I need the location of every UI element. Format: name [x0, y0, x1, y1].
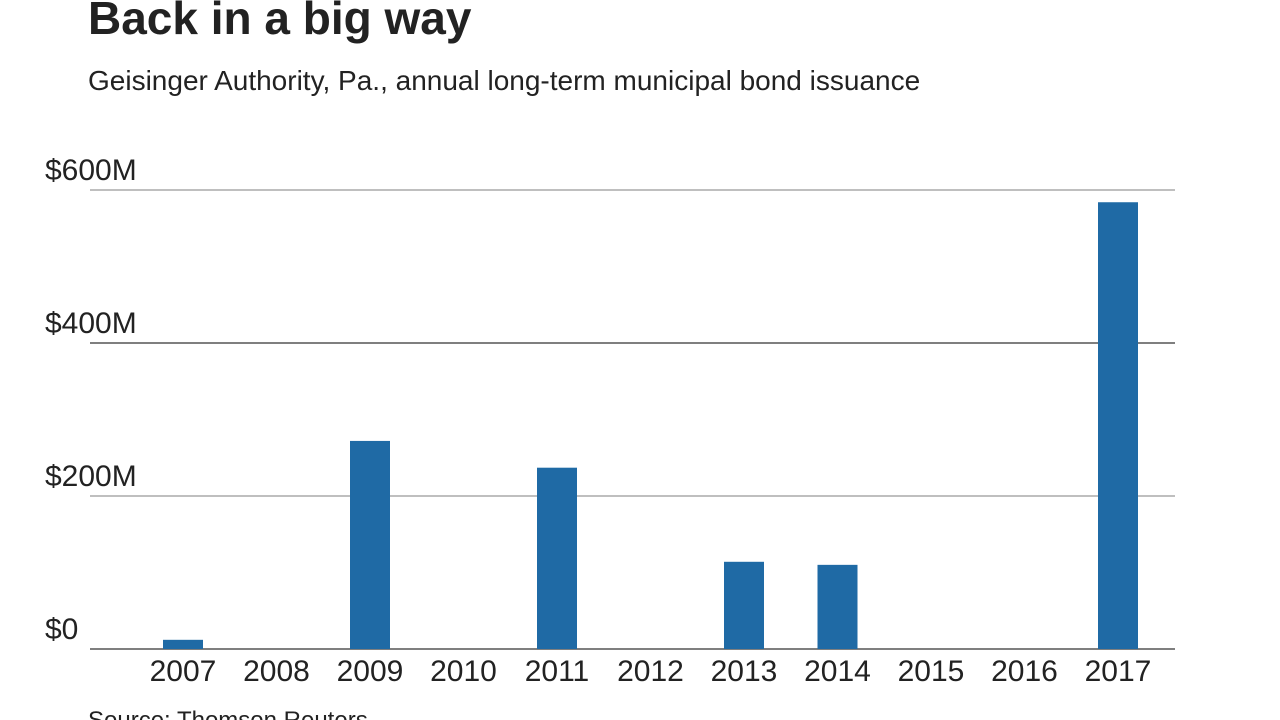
y-tick-label: $600M [45, 154, 137, 187]
x-tick-label: 2012 [617, 655, 684, 688]
chart-title: Back in a big way [88, 0, 472, 44]
y-tick-label: $400M [45, 307, 137, 340]
bar [817, 564, 858, 649]
x-tick-label: 2008 [243, 655, 310, 688]
y-tick-label: $200M [45, 460, 137, 493]
x-tick-label: 2015 [898, 655, 965, 688]
x-tick-label: 2014 [804, 655, 871, 688]
bar [163, 639, 203, 649]
x-tick-label: 2016 [991, 655, 1058, 688]
x-tick-label: 2013 [711, 655, 778, 688]
bar [724, 561, 764, 649]
chart-source: Source: Thomson Reuters [88, 707, 368, 720]
x-tick-label: 2009 [337, 655, 404, 688]
x-tick-label: 2011 [525, 655, 590, 688]
x-tick-label: 2007 [150, 655, 217, 688]
bar [537, 467, 577, 649]
y-tick-label: $0 [45, 613, 78, 646]
chart-subtitle: Geisinger Authority, Pa., annual long-te… [88, 65, 920, 96]
bar [1098, 202, 1138, 650]
x-tick-label: 2017 [1085, 655, 1152, 688]
bar [350, 440, 390, 649]
x-tick-label: 2010 [430, 655, 497, 688]
